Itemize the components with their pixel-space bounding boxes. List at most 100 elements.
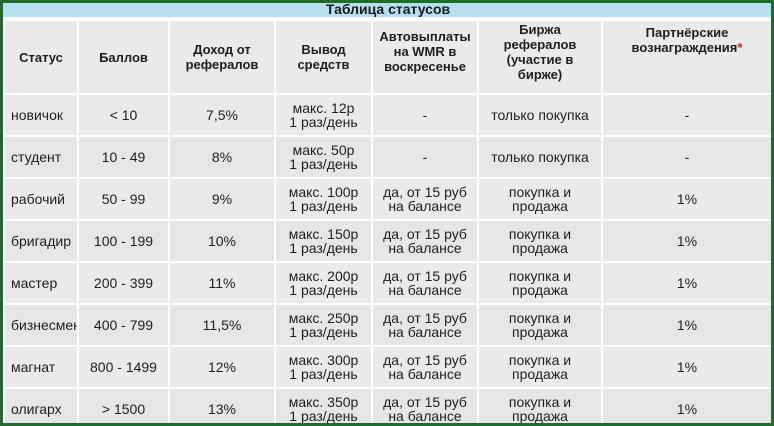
cell-autopay: - (371, 93, 479, 137)
points-value: > 1500 (101, 401, 146, 417)
cell-withdraw: макс. 100р 1 раз/день (274, 177, 373, 221)
cell-exchange: покупка и продажа (477, 261, 603, 305)
cell-exchange: покупка и продажа (477, 387, 603, 424)
exchange-line2: продажа (512, 198, 568, 214)
points-value: 100 - 199 (93, 233, 154, 249)
cell-status: мастер (3, 261, 79, 305)
cell-status: бригадир (3, 219, 79, 263)
income-value: 8% (211, 149, 233, 165)
reward-value: 1% (676, 233, 698, 249)
cell-points: 10 - 49 (77, 135, 170, 179)
header-points-label: Баллов (99, 49, 148, 65)
cell-status: бизнесмен (3, 303, 79, 347)
cell-reward: 1% (601, 303, 771, 347)
header-reward-line1: Партнёрские (645, 25, 729, 40)
reward-value: 1% (676, 275, 698, 291)
header-points: Баллов (77, 19, 170, 95)
points-value: 200 - 399 (93, 275, 154, 291)
cell-withdraw: макс. 200р 1 раз/день (274, 261, 373, 305)
cell-points: 200 - 399 (77, 261, 170, 305)
cell-points: 800 - 1499 (77, 345, 170, 389)
cell-status: магнат (3, 345, 79, 389)
cell-autopay: да, от 15 руб на балансе (371, 219, 479, 263)
cell-autopay: да, от 15 руб на балансе (371, 261, 479, 305)
withdraw-limit: макс. 50р (292, 142, 355, 158)
autopay-line1: да, от 15 руб (383, 226, 467, 242)
withdraw-limit: макс. 100р (288, 184, 359, 200)
reward-value: - (684, 149, 690, 165)
header-exchange: Биржа рефералов (участие в бирже) (477, 19, 603, 95)
exchange-line2: продажа (512, 366, 568, 382)
withdraw-frequency: 1 раз/день (289, 156, 358, 172)
exchange-line1: покупка и (508, 268, 572, 284)
exchange-line1: только покупка (491, 107, 589, 123)
withdraw-frequency: 1 раз/день (289, 408, 358, 424)
header-income: Доход от рефералов (168, 19, 276, 95)
header-income-line1: Доход от (193, 42, 251, 57)
header-withdraw-line1: Вывод (301, 42, 346, 57)
table-row: новичок < 10 7,5% макс. 12р 1 раз/день - … (3, 93, 771, 137)
header-autopay-line2: на WMR в (393, 44, 457, 59)
cell-autopay: да, от 15 руб на балансе (371, 345, 479, 389)
autopay-line1: - (422, 107, 428, 123)
cell-income: 7,5% (168, 93, 276, 137)
autopay-line1: да, от 15 руб (383, 352, 467, 368)
table-row: магнат 800 - 1499 12% макс. 300р 1 раз/де… (3, 345, 771, 389)
cell-status: новичок (3, 93, 79, 137)
cell-autopay: - (371, 135, 479, 179)
cell-exchange: покупка и продажа (477, 219, 603, 263)
header-reward-line2: вознаграждения (631, 40, 738, 55)
table-row: студент 10 - 49 8% макс. 50р 1 раз/день -… (3, 135, 771, 179)
cell-points: < 10 (77, 93, 170, 137)
autopay-line2: на балансе (388, 240, 462, 256)
header-row: Статус Баллов Доход от рефералов Вывод с… (3, 19, 771, 95)
autopay-line2: на балансе (388, 282, 462, 298)
points-value: 50 - 99 (101, 191, 146, 207)
header-income-line2: рефералов (185, 57, 259, 72)
exchange-line1: только покупка (491, 149, 589, 165)
cell-income: 12% (168, 345, 276, 389)
cell-reward: - (601, 93, 771, 137)
cell-reward: 1% (601, 177, 771, 221)
withdraw-limit: макс. 12р (292, 100, 355, 116)
cell-reward: 1% (601, 345, 771, 389)
exchange-line2: продажа (512, 240, 568, 256)
cell-exchange: покупка и продажа (477, 177, 603, 221)
cell-points: > 1500 (77, 387, 170, 423)
withdraw-frequency: 1 раз/день (289, 198, 358, 214)
cell-exchange: покупка и продажа (477, 303, 603, 347)
cell-status: студент (3, 135, 79, 179)
header-autopay-line1: Автовыплаты (379, 29, 471, 44)
reward-value: 1% (676, 191, 698, 207)
header-reward: Партнёрские вознаграждения* (601, 19, 771, 95)
cell-reward: 1% (601, 261, 771, 305)
status-value: рабочий (11, 191, 66, 207)
cell-reward: 1% (601, 387, 771, 423)
income-value: 12% (207, 359, 237, 375)
income-value: 7,5% (206, 107, 238, 123)
cell-income: 9% (168, 177, 276, 221)
header-status-label: Статус (19, 49, 63, 65)
cell-withdraw: макс. 250р 1 раз/день (274, 303, 373, 347)
status-value: бригадир (11, 233, 71, 249)
points-value: 800 - 1499 (90, 359, 157, 375)
cell-exchange: покупка и продажа (477, 345, 603, 389)
cell-income: 10% (168, 219, 276, 263)
income-value: 9% (211, 191, 233, 207)
income-value: 10% (207, 233, 237, 249)
table-caption: Таблица статусов (3, 3, 771, 19)
cell-points: 100 - 199 (77, 219, 170, 263)
cell-reward: - (601, 135, 771, 179)
exchange-line2: продажа (512, 408, 568, 424)
exchange-line1: покупка и (508, 310, 572, 326)
exchange-line1: покупка и (508, 226, 572, 242)
cell-withdraw: макс. 150р 1 раз/день (274, 219, 373, 263)
status-value: олигарх (11, 401, 62, 417)
table-row: олигарх > 1500 13% макс. 350р 1 раз/день … (3, 387, 771, 424)
cell-income: 8% (168, 135, 276, 179)
cell-autopay: да, от 15 руб на балансе (371, 303, 479, 347)
exchange-line2: продажа (512, 324, 568, 340)
cell-income: 11% (168, 261, 276, 305)
exchange-line2: продажа (512, 282, 568, 298)
table-row: бизнесмен 400 - 799 11,5% макс. 250р 1 ра… (3, 303, 771, 347)
